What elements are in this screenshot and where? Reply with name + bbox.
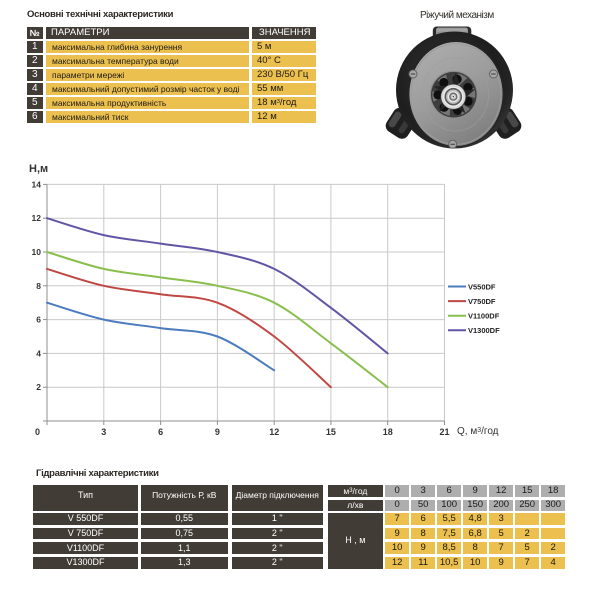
svg-text:V750DF: V750DF: [468, 297, 496, 306]
svg-text:V1300DF: V1300DF: [468, 326, 500, 335]
svg-text:0: 0: [35, 427, 40, 437]
svg-text:V1100DF: V1100DF: [468, 312, 500, 321]
svg-text:9: 9: [215, 427, 220, 437]
svg-text:12: 12: [269, 427, 279, 437]
svg-text:2: 2: [36, 382, 41, 392]
svg-text:10: 10: [32, 247, 42, 257]
svg-text:6: 6: [36, 315, 41, 325]
svg-text:6: 6: [158, 427, 163, 437]
svg-text:Q, м3/год: Q, м3/год: [457, 426, 499, 437]
svg-text:18: 18: [383, 427, 393, 437]
svg-text:V550DF: V550DF: [468, 282, 496, 291]
svg-text:4: 4: [36, 348, 41, 358]
svg-text:15: 15: [326, 427, 336, 437]
svg-text:Н,м: Н,м: [29, 163, 48, 175]
svg-text:21: 21: [439, 427, 449, 437]
svg-text:8: 8: [36, 281, 41, 291]
svg-text:3: 3: [101, 427, 106, 437]
svg-text:14: 14: [32, 179, 42, 189]
svg-text:12: 12: [32, 213, 42, 223]
